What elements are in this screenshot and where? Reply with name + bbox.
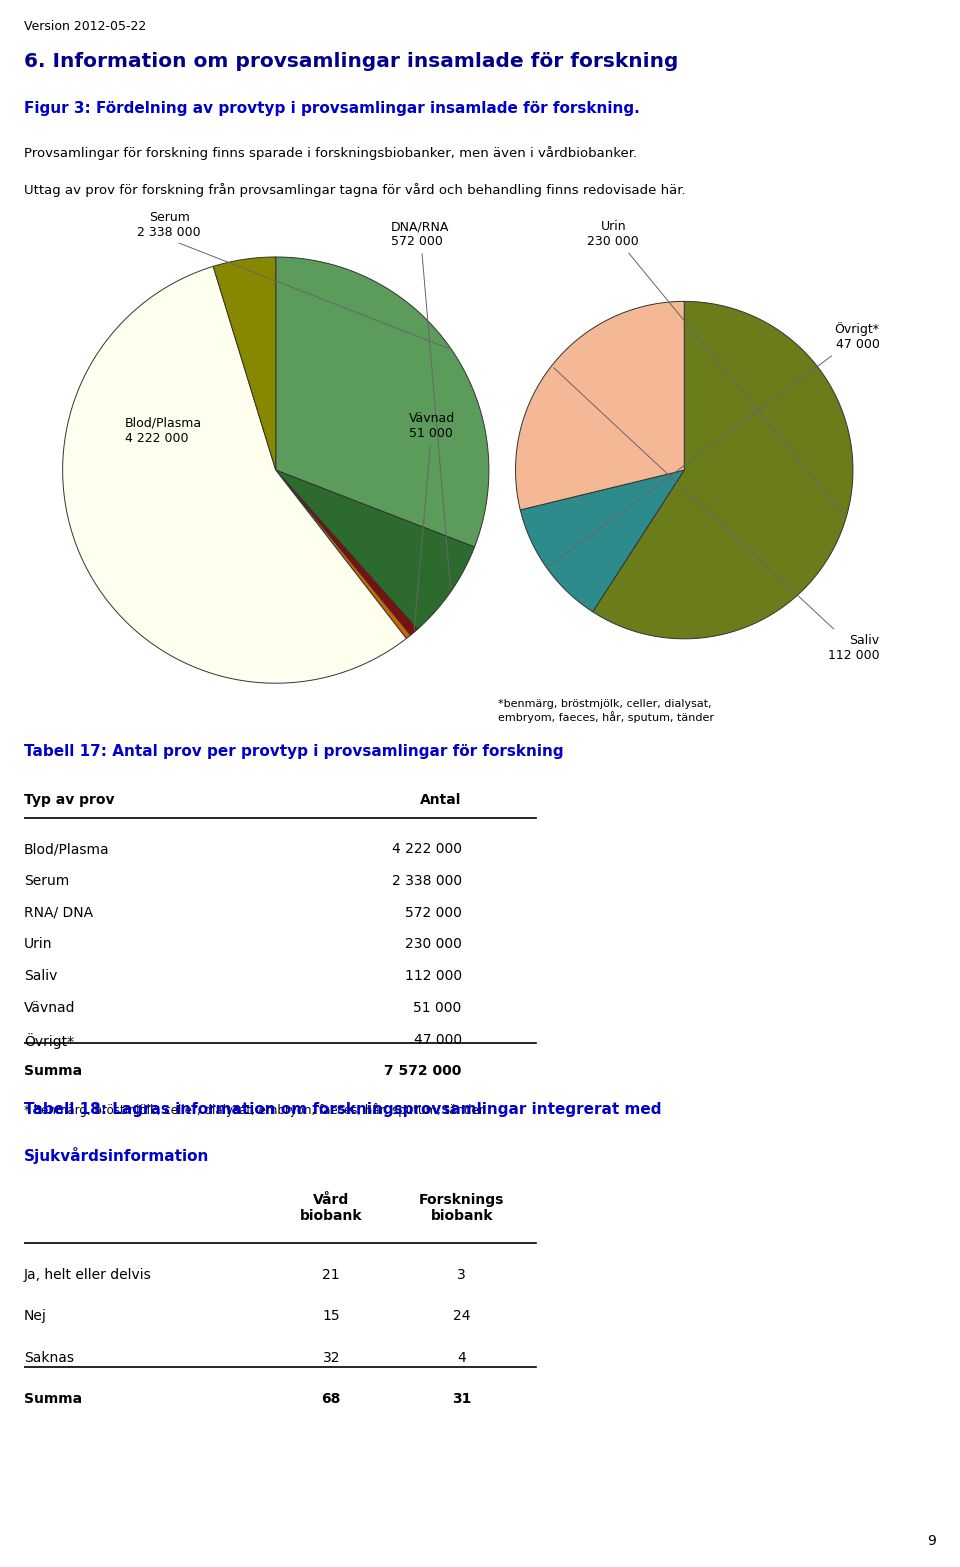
Text: Version 2012-05-22: Version 2012-05-22	[24, 20, 146, 33]
Text: 2 338 000: 2 338 000	[392, 874, 462, 888]
Text: 24: 24	[453, 1308, 470, 1323]
Text: Blod/Plasma: Blod/Plasma	[24, 843, 109, 856]
Polygon shape	[276, 257, 489, 547]
Text: 31: 31	[452, 1391, 471, 1406]
Text: Summa: Summa	[24, 1391, 83, 1406]
Text: 6. Information om provsamlingar insamlade för forskning: 6. Information om provsamlingar insamlad…	[24, 52, 679, 72]
Text: Nej: Nej	[24, 1308, 47, 1323]
Text: 51 000: 51 000	[414, 1001, 462, 1015]
Text: 4 222 000: 4 222 000	[392, 843, 462, 856]
Text: 21: 21	[323, 1268, 340, 1282]
Text: * benmärg, bröstmjölk, celler, dialysat, embryon, faeces, hår, sputum, tänder: * benmärg, bröstmjölk, celler, dialysat,…	[24, 1103, 484, 1117]
Text: 15: 15	[323, 1308, 340, 1323]
Text: Typ av prov: Typ av prov	[24, 793, 114, 807]
Text: Urin
230 000: Urin 230 000	[588, 219, 844, 516]
Text: 9: 9	[927, 1534, 936, 1548]
Text: Blod/Plasma
4 222 000: Blod/Plasma 4 222 000	[125, 417, 202, 445]
Polygon shape	[276, 470, 411, 638]
Text: Ja, helt eller delvis: Ja, helt eller delvis	[24, 1268, 152, 1282]
Text: Saknas: Saknas	[24, 1351, 74, 1365]
Text: Saliv
112 000: Saliv 112 000	[554, 368, 879, 661]
Text: Vävnad: Vävnad	[24, 1001, 76, 1015]
Text: 4: 4	[457, 1351, 466, 1365]
Polygon shape	[276, 470, 418, 635]
Text: 3: 3	[457, 1268, 466, 1282]
Text: Serum: Serum	[24, 874, 69, 888]
Text: 7 572 000: 7 572 000	[384, 1064, 462, 1078]
Text: Sjukvårdsinformation: Sjukvårdsinformation	[24, 1147, 209, 1164]
Text: RNA/ DNA: RNA/ DNA	[24, 906, 93, 920]
Text: Provsamlingar för forskning finns sparade i forskningsbiobanker, men även i vård: Provsamlingar för forskning finns sparad…	[24, 146, 637, 160]
Text: Övrigt*: Övrigt*	[24, 1033, 74, 1048]
Text: 112 000: 112 000	[404, 968, 462, 983]
Text: Figur 3: Fördelning av provtyp i provsamlingar insamlade för forskning.: Figur 3: Fördelning av provtyp i provsam…	[24, 102, 639, 116]
Polygon shape	[213, 257, 276, 470]
Text: Saliv: Saliv	[24, 968, 58, 983]
Text: Forsknings
biobank: Forsknings biobank	[419, 1192, 504, 1224]
Polygon shape	[276, 470, 474, 630]
Polygon shape	[520, 470, 684, 611]
Text: DNA/RNA
572 000: DNA/RNA 572 000	[392, 219, 450, 589]
Text: Uttag av prov för forskning från provsamlingar tagna för vård och behandling fin: Uttag av prov för forskning från provsam…	[24, 183, 685, 197]
Text: 47 000: 47 000	[414, 1033, 462, 1047]
Text: Övrigt*
47 000: Övrigt* 47 000	[549, 323, 879, 566]
Text: 68: 68	[322, 1391, 341, 1406]
Text: Vävnad
51 000: Vävnad 51 000	[409, 412, 455, 630]
Text: Urin: Urin	[24, 937, 53, 951]
Text: 572 000: 572 000	[405, 906, 462, 920]
Text: Vård
biobank: Vård biobank	[300, 1192, 363, 1224]
Text: 230 000: 230 000	[405, 937, 462, 951]
Polygon shape	[592, 301, 852, 639]
Text: Serum
2 338 000: Serum 2 338 000	[137, 212, 449, 348]
Text: Antal: Antal	[420, 793, 462, 807]
Text: Summa: Summa	[24, 1064, 83, 1078]
Polygon shape	[62, 266, 406, 683]
Text: Tabell 17: Antal prov per provtyp i provsamlingar för forskning: Tabell 17: Antal prov per provtyp i prov…	[24, 744, 564, 758]
Text: Tabell 18: Lagras information om forskningsprovsamlingar integrerat med: Tabell 18: Lagras information om forskni…	[24, 1102, 661, 1117]
Text: 32: 32	[323, 1351, 340, 1365]
Polygon shape	[516, 301, 684, 509]
Text: *benmärg, bröstmjölk, celler, dialysat,
embryom, faeces, hår, sputum, tänder: *benmärg, bröstmjölk, celler, dialysat, …	[497, 699, 713, 724]
